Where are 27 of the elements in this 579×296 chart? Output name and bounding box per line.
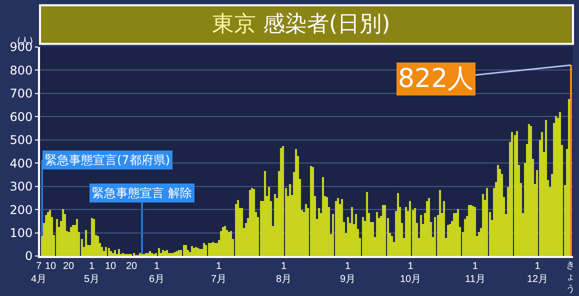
x-tick-label: 1 12月 [527, 261, 548, 285]
x-tick-label: 20 [126, 261, 138, 272]
x-tick-label: きょう [566, 260, 575, 294]
x-tick-label: 1 10月 [400, 261, 422, 285]
x-tick-label: 1 11月 [465, 261, 486, 285]
chart-title: 東京 感染者(日別) [212, 12, 390, 37]
ref-line-label: 緊急事態宣言 解除 [92, 186, 192, 200]
y-tick-label: 500 [10, 133, 33, 148]
y-tick-label: 200 [10, 202, 33, 217]
x-tick-label: 10 [45, 261, 57, 272]
x-tick-label: 1 9月 [340, 261, 356, 285]
y-tick-label: 400 [10, 156, 33, 170]
x-tick-label: 1 8月 [276, 261, 292, 285]
x-tick-label: 10 [105, 261, 117, 272]
y-tick-label: 100 [10, 226, 33, 240]
x-tick-label: 1 7月 [211, 261, 227, 285]
annotation: 822人 [398, 64, 474, 94]
y-tick-label: 600 [10, 110, 33, 124]
y-tick-label: 800 [10, 63, 33, 78]
y-tick-label: 700 [10, 86, 33, 101]
x-tick-label: 7 4月 [31, 261, 47, 285]
x-tick-label: 1 6月 [149, 261, 165, 285]
y-tick-label: 300 [10, 180, 33, 194]
x-tick-label: 1 5月 [84, 261, 100, 285]
y-tick-label: 0 [24, 249, 33, 264]
x-tick-label: 20 [63, 261, 75, 272]
ref-line-label: 緊急事態宣言(7都府県) [45, 153, 170, 167]
